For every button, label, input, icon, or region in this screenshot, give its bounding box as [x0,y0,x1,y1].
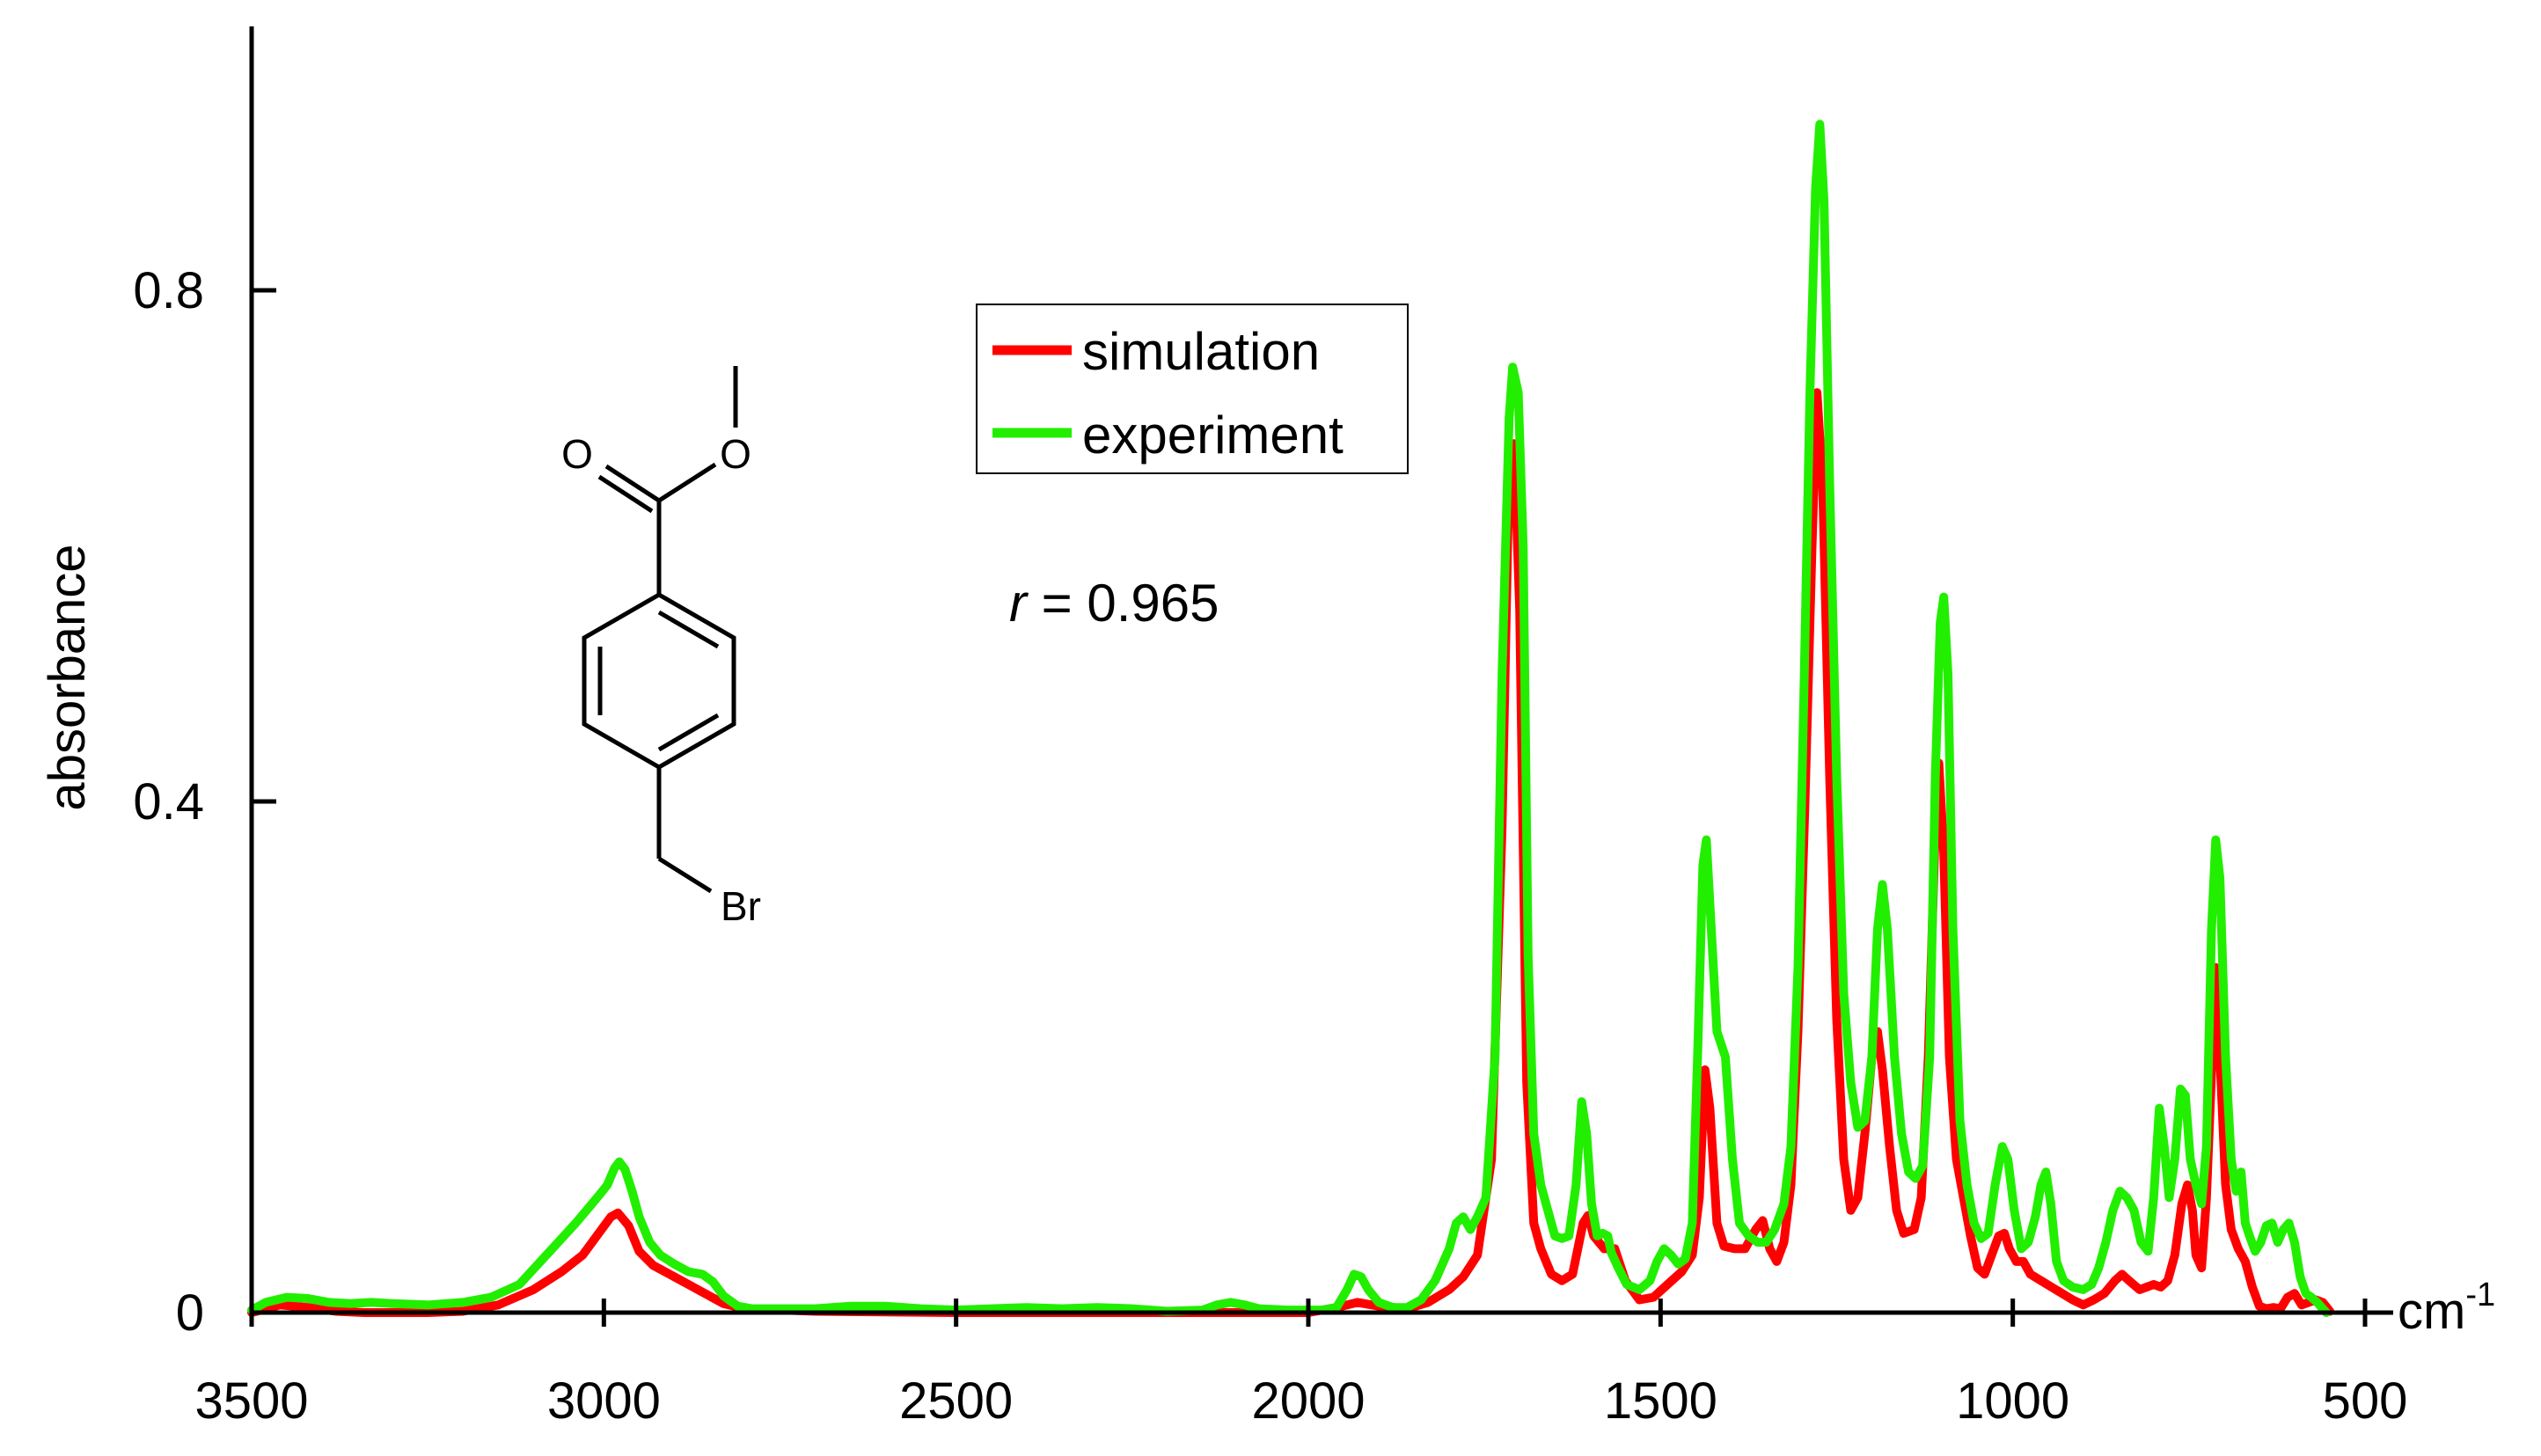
legend-label-experiment: experiment [1082,406,1344,465]
x-ticks: 3500 3000 2500 2000 1500 1000 500 [194,1299,2407,1430]
legend: simulation experiment [976,304,1409,474]
bond-ch2-to-br [657,856,713,894]
benzene-ring [582,592,736,770]
y-tick-label: 0.4 [133,773,204,830]
correlation-value: = 0.965 [1027,574,1219,633]
x-tick-label: 1500 [1604,1372,1717,1430]
x-tick-label: 1000 [1956,1372,2069,1430]
x-tick-label: 3000 [547,1372,661,1430]
series-layer [247,120,2334,1317]
x-axis-unit: cm-1 [2398,1277,2495,1340]
ring-double-bond-2 [657,713,720,752]
legend-box [976,304,1409,474]
correlation-symbol: r [1009,574,1029,633]
series-line-experiment [247,120,2331,1317]
atom-br: Br [721,883,761,929]
bond-carbonyl-double-b [597,474,654,514]
ring-double-bond-1 [657,610,720,649]
x-axis-unit-exponent: -1 [2465,1277,2495,1313]
y-tick-label: 0 [176,1284,204,1342]
atom-o-carbonyl: O [561,431,593,477]
x-tick-label: 3500 [194,1372,308,1430]
legend-label-simulation: simulation [1082,322,1320,381]
y-tick-label: 0.8 [133,262,204,319]
axes: 3500 3000 2500 2000 1500 1000 500 0 0.4 0.8 [133,26,2407,1430]
x-tick-label: 2500 [899,1372,1013,1430]
x-axis-unit-base: cm [2398,1283,2465,1340]
molecule-structure [582,366,738,894]
correlation-annotation: r = 0.965 [1009,574,1219,633]
atom-o-ester: O [720,431,751,477]
bond-carbonyl-double-a [604,464,661,503]
series-line-simulation [247,388,2334,1317]
bond-o-ester-to-carbonyl-c [657,462,717,503]
y-axis-title: absorbance [39,544,96,810]
y-ticks: 0 0.4 0.8 [133,262,276,1342]
x-tick-label: 500 [2323,1372,2408,1430]
x-tick-label: 2000 [1251,1372,1365,1430]
